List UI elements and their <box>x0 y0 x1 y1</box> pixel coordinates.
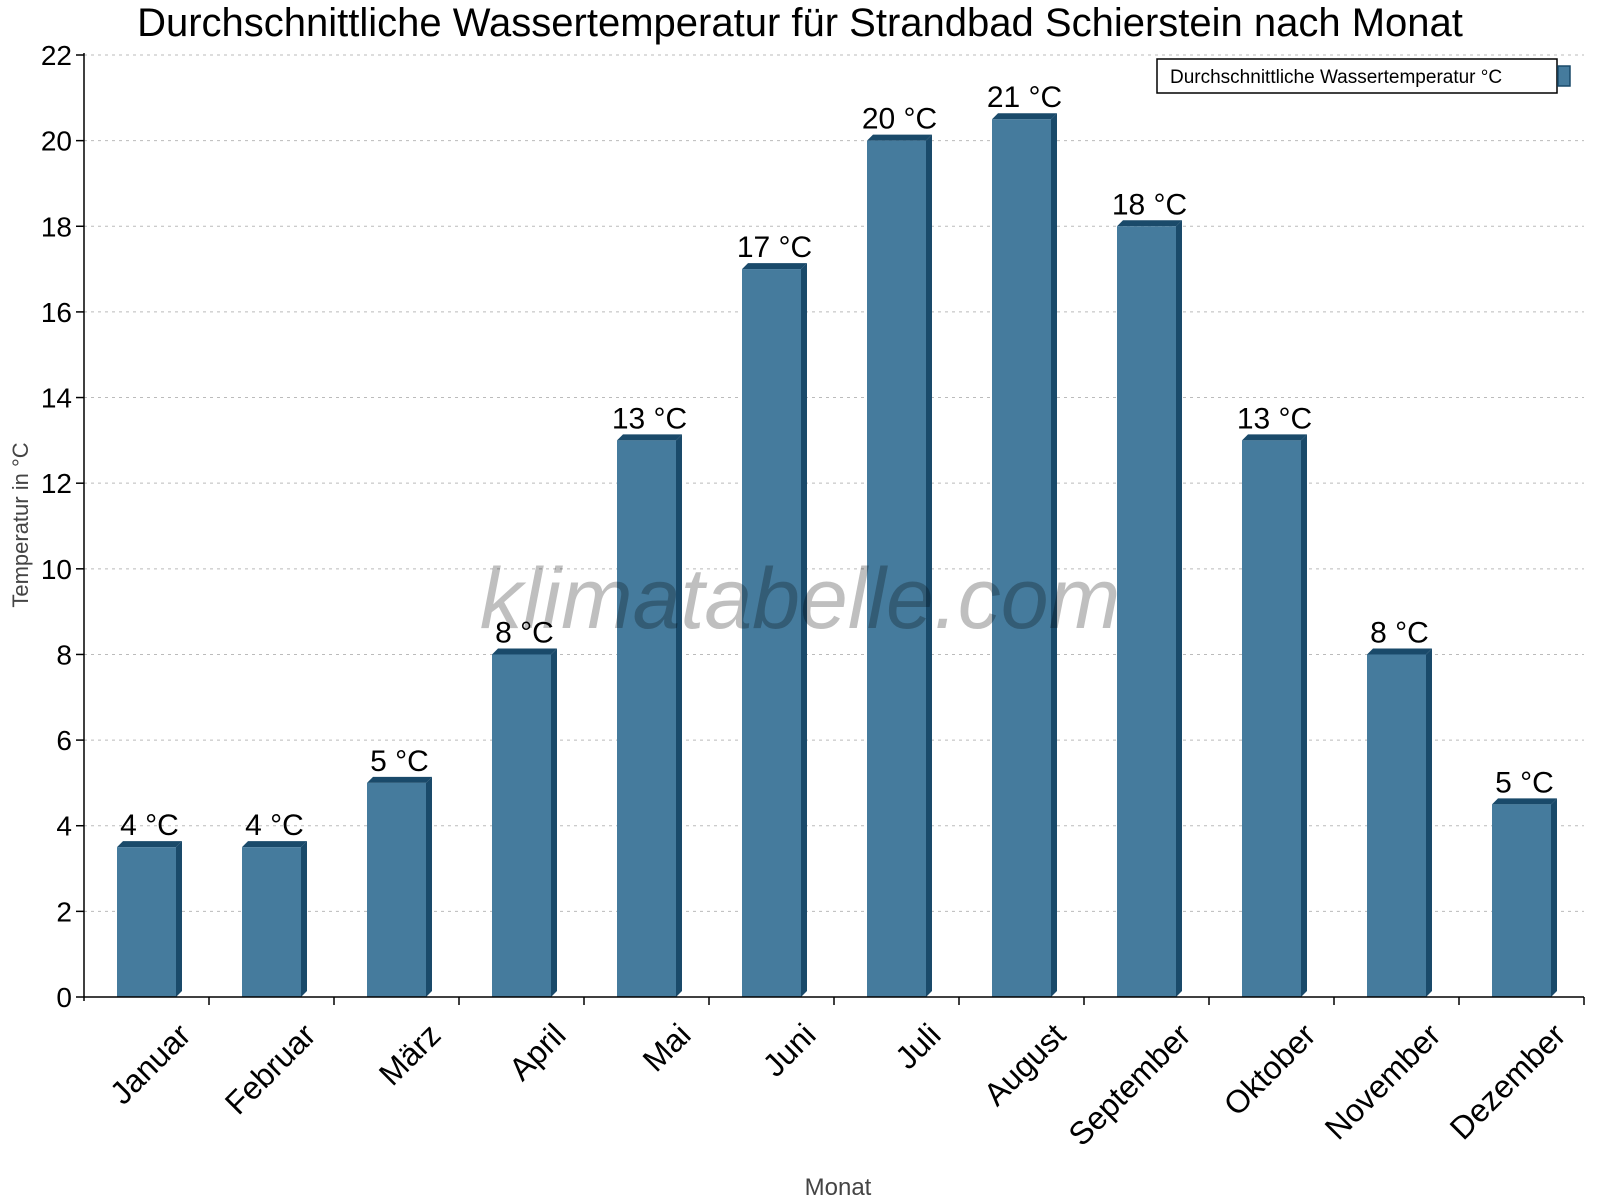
data-label: 13 °C <box>1237 402 1312 435</box>
bar-top <box>1367 648 1432 655</box>
y-tick-label: 16 <box>41 297 72 328</box>
bar-top <box>242 841 307 848</box>
bar-group: 13 °C <box>1237 402 1312 997</box>
bar-side <box>1051 113 1057 997</box>
x-tick-label: November <box>1318 1016 1448 1146</box>
data-label: 13 °C <box>612 402 687 435</box>
bar-top <box>1242 434 1307 441</box>
data-label: 21 °C <box>987 81 1062 114</box>
bar-group: 18 °C <box>1112 188 1187 998</box>
bar <box>1117 226 1176 998</box>
bar-side <box>1426 648 1432 997</box>
x-tick-label: April <box>502 1017 573 1088</box>
bar-group: 20 °C <box>862 103 937 998</box>
data-label: 5 °C <box>1495 766 1554 799</box>
bar-top <box>992 113 1057 120</box>
legend-swatch <box>1557 65 1571 87</box>
y-tick-label: 2 <box>56 896 72 927</box>
y-tick-label: 12 <box>41 468 72 499</box>
data-label: 4 °C <box>245 809 304 842</box>
legend-label: Durchschnittliche Wassertemperatur °C <box>1170 67 1502 88</box>
bar-side <box>301 841 307 997</box>
data-label: 8 °C <box>495 616 554 649</box>
x-tick-label: Juli <box>888 1017 947 1076</box>
y-tick-label: 10 <box>41 554 72 585</box>
x-tick-label: Oktober <box>1217 1016 1323 1122</box>
data-label: 8 °C <box>1370 616 1429 649</box>
y-tick-label: 20 <box>41 126 72 157</box>
bar-side <box>176 841 182 997</box>
bar-top <box>742 263 807 270</box>
bar-top <box>867 134 932 141</box>
bar-group: 4 °C <box>117 809 182 997</box>
bar-group: 5 °C <box>367 745 432 997</box>
y-tick-label: 4 <box>56 811 72 842</box>
bar <box>617 440 676 997</box>
bar-side <box>1176 220 1182 998</box>
x-axis-label: Monat <box>805 1174 872 1200</box>
bar-top <box>367 776 432 783</box>
bar-side <box>426 776 432 997</box>
bar <box>742 269 801 997</box>
bar <box>1242 440 1301 997</box>
data-label: 4 °C <box>120 809 179 842</box>
bar <box>992 119 1051 997</box>
bar <box>492 654 551 997</box>
bar-top <box>117 841 182 848</box>
bar <box>1367 654 1426 997</box>
bar-top <box>617 434 682 441</box>
watermark: klimatabelle.com <box>480 551 1120 647</box>
bar-side <box>1551 798 1557 997</box>
data-label: 18 °C <box>1112 188 1187 221</box>
y-tick-label: 6 <box>56 725 72 756</box>
bar-side <box>676 434 682 997</box>
bar-top <box>1117 220 1182 227</box>
bar-side <box>801 263 807 997</box>
y-tick-label: 18 <box>41 211 72 242</box>
legend: Durchschnittliche Wassertemperatur °C <box>1156 58 1571 94</box>
y-tick-label: 0 <box>56 982 72 1013</box>
data-label: 5 °C <box>370 745 429 778</box>
bar-group: 5 °C <box>1492 766 1557 997</box>
chart-title: Durchschnittliche Wassertemperatur für S… <box>137 1 1463 45</box>
bar-group: 21 °C <box>987 81 1062 997</box>
bar-group: 13 °C <box>612 402 687 997</box>
bar-group: 8 °C <box>492 616 557 997</box>
x-tick-label: September <box>1061 1016 1197 1152</box>
bar <box>367 782 426 997</box>
data-label: 17 °C <box>737 231 812 264</box>
bar <box>1492 804 1551 997</box>
bar-group: 17 °C <box>737 231 812 997</box>
bar-side <box>926 134 932 998</box>
data-label: 20 °C <box>862 103 937 136</box>
bar <box>242 847 301 997</box>
y-axis-label: Temperatur in °C <box>8 442 33 607</box>
x-tick-label: Februar <box>218 1016 323 1121</box>
gridlines <box>84 54 1584 912</box>
x-tick-label: August <box>977 1017 1073 1113</box>
x-tick-label: Januar <box>103 1016 198 1111</box>
y-tick-label: 14 <box>41 383 72 414</box>
x-tick-label: Dezember <box>1443 1016 1573 1146</box>
bar-top <box>492 648 557 655</box>
bars: 4 °C 4 °C 5 °C 8 °C 13 °C 17 °C 20 °C 21 °C 18 °… <box>117 81 1557 998</box>
bar <box>117 847 176 997</box>
x-tick-label: März <box>372 1017 448 1093</box>
x-tick-label: Mai <box>636 1017 698 1079</box>
bar-group: 4 °C <box>242 809 307 997</box>
bar-side <box>551 648 557 997</box>
bar-group: 8 °C <box>1367 616 1432 997</box>
bar <box>867 140 926 998</box>
x-tick-label: Juni <box>756 1017 823 1084</box>
y-tick-label: 8 <box>56 639 72 670</box>
y-tick-label: 22 <box>41 40 72 71</box>
bar-top <box>1492 798 1557 805</box>
bar-side <box>1301 434 1307 997</box>
